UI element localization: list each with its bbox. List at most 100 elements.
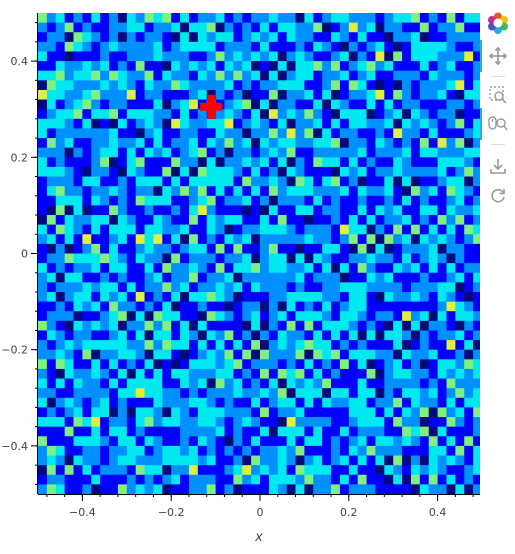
heatmap-cell	[339, 89, 350, 100]
heatmap-cell	[135, 166, 145, 177]
heatmap-cell	[46, 157, 57, 168]
heatmap-cell	[55, 340, 66, 351]
heatmap-cell	[188, 166, 199, 177]
heatmap-cell	[171, 397, 181, 408]
heatmap-cell	[455, 138, 465, 149]
heatmap-cell	[91, 407, 101, 418]
heatmap-plot[interactable]: −0.4 −0.2 0 0.2 0.4−0.4−0.200.20.4 x	[0, 0, 480, 554]
heatmap-cell	[91, 147, 101, 158]
heatmap-cell	[126, 340, 137, 351]
heatmap-cell	[126, 263, 137, 274]
heatmap-cell	[331, 359, 341, 370]
heatmap-cell	[91, 330, 101, 341]
wheel-zoom-icon[interactable]	[483, 111, 513, 137]
heatmap-cell	[215, 215, 225, 226]
heatmap-cell	[286, 195, 296, 206]
heatmap-cell	[384, 465, 394, 476]
heatmap-cell	[188, 474, 199, 485]
heatmap-cell	[162, 253, 172, 264]
heatmap-cell	[126, 417, 137, 428]
heatmap-cell	[375, 291, 385, 302]
heatmap-cell	[109, 474, 119, 485]
heatmap-cell	[135, 272, 145, 283]
heatmap-cell	[428, 272, 438, 283]
heatmap-cell	[215, 166, 225, 177]
heatmap-cell	[215, 407, 225, 418]
heatmap-cell	[313, 224, 323, 235]
bokeh-logo-icon[interactable]	[483, 10, 513, 36]
heatmap-cell	[100, 51, 110, 62]
heatmap-cell	[260, 378, 270, 389]
heatmap-cell	[277, 51, 288, 62]
heatmap-cell	[339, 195, 350, 206]
heatmap-cell	[55, 157, 66, 168]
heatmap-cell	[366, 368, 376, 379]
heatmap-cell	[428, 311, 438, 322]
heatmap-cell	[295, 80, 305, 91]
heatmap-cell	[339, 282, 350, 293]
heatmap-cell	[402, 51, 412, 62]
heatmap-cell	[277, 474, 288, 485]
heatmap-cell	[144, 359, 154, 370]
pan-icon[interactable]	[483, 43, 513, 69]
heatmap-cell	[109, 32, 119, 43]
heatmap-cell	[73, 195, 83, 206]
heatmap-cell	[446, 397, 456, 408]
heatmap-cell	[295, 32, 305, 43]
heatmap-cell	[135, 407, 145, 418]
heatmap-cell	[410, 436, 421, 447]
heatmap-cell	[286, 397, 296, 408]
heatmap-cell	[171, 378, 181, 389]
heatmap-cell	[437, 186, 447, 197]
heatmap-cell	[153, 166, 163, 177]
heatmap-cell	[366, 417, 376, 428]
heatmap-cell	[446, 13, 456, 24]
heatmap-cell	[277, 311, 288, 322]
heatmap-cell	[206, 263, 216, 274]
heatmap-cell	[171, 41, 181, 52]
heatmap-cell	[188, 99, 199, 110]
box-zoom-icon[interactable]	[483, 82, 513, 108]
heatmap-cell	[295, 349, 305, 360]
heatmap-cell	[215, 51, 225, 62]
heatmap-cell	[455, 22, 465, 33]
heatmap-cell	[55, 301, 66, 312]
heatmap-cell	[251, 99, 261, 110]
heatmap-cell	[384, 388, 394, 399]
heatmap-cell	[428, 80, 438, 91]
heatmap-cell	[109, 215, 119, 226]
heatmap-cell	[242, 330, 252, 341]
heatmap-cell	[473, 388, 480, 399]
heatmap-cell	[428, 13, 438, 24]
heatmap-cell	[91, 166, 101, 177]
heatmap-cell	[410, 13, 421, 24]
heatmap-cell	[437, 474, 447, 485]
heatmap-cell	[180, 484, 190, 495]
heatmap-cell	[339, 253, 350, 264]
heatmap-cell	[206, 195, 216, 206]
heatmap-cell	[473, 484, 480, 495]
heatmap-cell	[46, 455, 57, 466]
heatmap-cell	[46, 215, 57, 226]
heatmap-cell	[366, 61, 376, 72]
heatmap-cell	[46, 301, 57, 312]
heatmap-cell	[251, 474, 261, 485]
heatmap-cell	[180, 80, 190, 91]
heatmap-cell	[322, 301, 332, 312]
heatmap-cell	[260, 22, 270, 33]
heatmap-cell	[304, 89, 314, 100]
heatmap-cell	[419, 166, 430, 177]
heatmap-cell	[277, 109, 288, 120]
heatmap-cell	[473, 397, 480, 408]
heatmap-cell	[260, 417, 270, 428]
heatmap-cell	[162, 118, 172, 129]
heatmap-cell	[277, 118, 288, 129]
heatmap-cell	[55, 234, 66, 245]
reset-icon[interactable]	[483, 183, 513, 209]
heatmap-cell	[64, 417, 74, 428]
save-icon[interactable]	[483, 153, 513, 179]
heatmap-cell	[304, 128, 314, 139]
heatmap-cell	[393, 205, 403, 216]
heatmap-cell	[268, 138, 279, 149]
heatmap-cell	[402, 291, 412, 302]
